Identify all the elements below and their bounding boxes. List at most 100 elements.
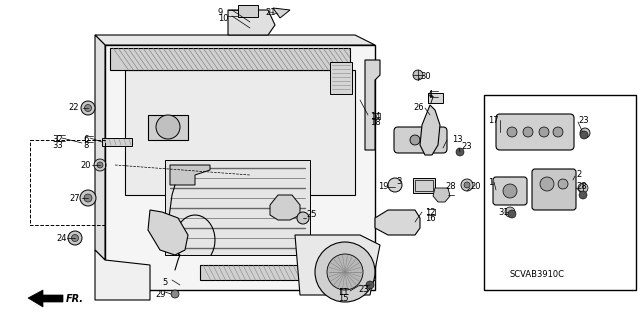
- Circle shape: [413, 70, 423, 80]
- Circle shape: [84, 194, 92, 202]
- Circle shape: [503, 184, 517, 198]
- Text: 11: 11: [338, 288, 349, 297]
- Text: 14: 14: [370, 112, 381, 121]
- Polygon shape: [125, 70, 355, 195]
- Bar: [415, 180, 433, 191]
- Text: 32: 32: [52, 135, 63, 144]
- Text: 23: 23: [461, 142, 472, 151]
- Circle shape: [388, 178, 402, 192]
- Circle shape: [539, 127, 549, 137]
- Polygon shape: [420, 105, 440, 155]
- Polygon shape: [228, 10, 275, 35]
- Text: 16: 16: [425, 214, 436, 223]
- Bar: [428, 93, 443, 103]
- FancyBboxPatch shape: [394, 127, 447, 153]
- Circle shape: [540, 177, 554, 191]
- Text: 12: 12: [425, 208, 435, 217]
- Polygon shape: [295, 235, 380, 295]
- Polygon shape: [148, 115, 188, 140]
- Text: 27: 27: [69, 194, 79, 203]
- Circle shape: [156, 115, 180, 139]
- Bar: [484, 95, 636, 290]
- Text: 28: 28: [445, 182, 456, 191]
- Circle shape: [315, 242, 375, 302]
- Text: 18: 18: [370, 118, 381, 127]
- FancyBboxPatch shape: [493, 177, 527, 205]
- Text: 29: 29: [155, 290, 166, 299]
- Text: 2: 2: [576, 170, 581, 179]
- Circle shape: [410, 135, 420, 145]
- Text: 30: 30: [420, 72, 431, 81]
- Circle shape: [72, 234, 79, 241]
- Bar: [413, 178, 435, 193]
- Text: 33: 33: [52, 141, 63, 150]
- Circle shape: [580, 128, 590, 138]
- Polygon shape: [375, 210, 420, 235]
- Polygon shape: [365, 60, 380, 150]
- Circle shape: [366, 281, 374, 289]
- Bar: [110, 48, 350, 70]
- Polygon shape: [95, 250, 150, 300]
- Text: 3: 3: [396, 177, 401, 186]
- Text: 26: 26: [413, 103, 424, 112]
- Circle shape: [297, 212, 309, 224]
- Circle shape: [97, 162, 103, 168]
- Polygon shape: [273, 8, 290, 18]
- Text: 1: 1: [488, 178, 493, 187]
- Bar: [238, 5, 258, 17]
- Text: 10: 10: [218, 14, 228, 23]
- Circle shape: [558, 179, 568, 189]
- Text: 21: 21: [265, 8, 275, 17]
- Text: 4: 4: [428, 90, 433, 99]
- Text: 8: 8: [83, 141, 88, 150]
- Circle shape: [579, 191, 587, 199]
- Bar: [102, 138, 132, 146]
- Polygon shape: [28, 290, 63, 307]
- Circle shape: [94, 159, 106, 171]
- Text: 25: 25: [306, 210, 317, 219]
- Circle shape: [84, 105, 92, 112]
- FancyBboxPatch shape: [292, 192, 373, 226]
- Circle shape: [523, 127, 533, 137]
- Circle shape: [456, 148, 464, 156]
- Circle shape: [171, 290, 179, 298]
- Circle shape: [81, 101, 95, 115]
- Text: 5: 5: [162, 278, 167, 287]
- Polygon shape: [433, 188, 450, 202]
- Polygon shape: [170, 165, 210, 185]
- Text: 23: 23: [578, 116, 589, 125]
- Circle shape: [68, 231, 82, 245]
- Text: FR.: FR.: [66, 294, 84, 304]
- Circle shape: [553, 127, 563, 137]
- Text: 13: 13: [452, 135, 463, 144]
- Text: 15: 15: [338, 294, 349, 303]
- Circle shape: [80, 190, 96, 206]
- Circle shape: [505, 207, 515, 217]
- Circle shape: [578, 183, 588, 193]
- Text: 20: 20: [80, 161, 90, 170]
- Bar: [30, 140, 105, 225]
- Text: 28: 28: [576, 182, 587, 191]
- Text: 22: 22: [68, 103, 79, 112]
- Bar: [330, 62, 352, 94]
- Text: 20: 20: [470, 182, 481, 191]
- Circle shape: [508, 210, 516, 218]
- Bar: [200, 265, 375, 280]
- Text: 6: 6: [83, 135, 88, 144]
- Polygon shape: [105, 45, 375, 290]
- Bar: [165, 160, 310, 255]
- Circle shape: [507, 127, 517, 137]
- FancyBboxPatch shape: [496, 114, 574, 150]
- Circle shape: [464, 182, 470, 188]
- Text: 31: 31: [498, 208, 509, 217]
- Text: 9: 9: [218, 8, 223, 17]
- Polygon shape: [148, 210, 188, 255]
- Polygon shape: [270, 195, 300, 220]
- Text: 7: 7: [428, 96, 433, 105]
- Polygon shape: [95, 35, 375, 45]
- Text: SCVAB3910C: SCVAB3910C: [510, 270, 565, 279]
- Polygon shape: [95, 35, 105, 260]
- Circle shape: [461, 179, 473, 191]
- Circle shape: [327, 254, 363, 290]
- Text: 24: 24: [56, 234, 67, 243]
